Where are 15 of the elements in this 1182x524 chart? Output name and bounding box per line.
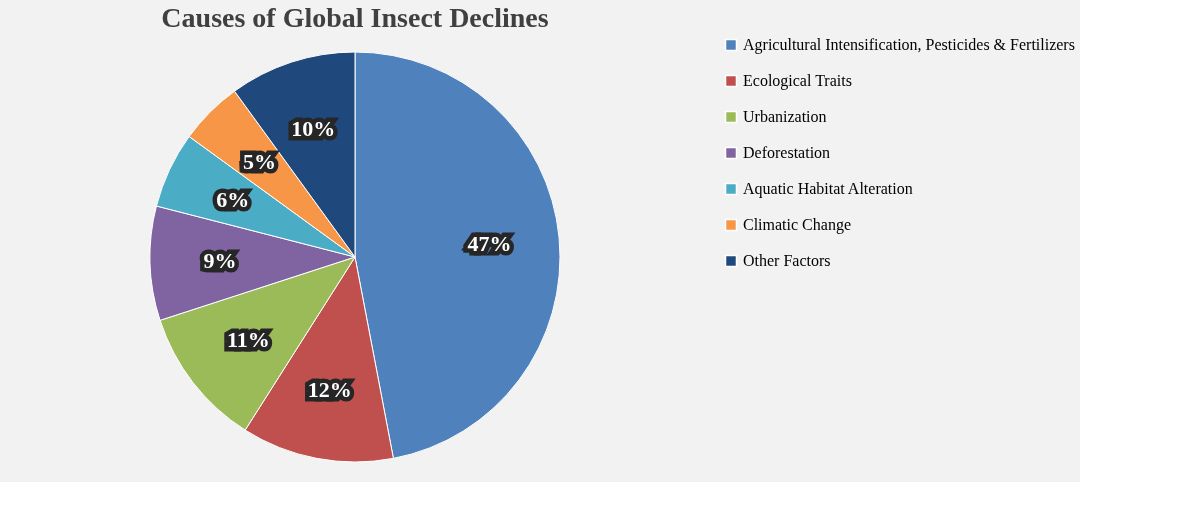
data-label: 6%: [216, 186, 250, 212]
legend-label: Deforestation: [743, 144, 831, 161]
legend-label: Agricultural Intensification, Pesticides & Fertilizers: [743, 36, 1075, 54]
data-label: 10%: [291, 115, 336, 141]
legend-label: Ecological Traits: [743, 72, 852, 90]
data-label: 11%: [226, 326, 270, 352]
data-label: 12%: [307, 376, 352, 402]
data-label: 9%: [203, 248, 237, 274]
data-label: 47%: [467, 231, 512, 257]
chart-title: Causes of Global Insect Declines: [161, 2, 549, 33]
legend-label: Aquatic Habitat Alteration: [743, 180, 913, 198]
legend-label: Climatic Change: [743, 216, 851, 234]
legend-label: Other Factors: [743, 252, 831, 269]
data-label: 5%: [243, 148, 277, 174]
legend-label: Urbanization: [743, 108, 827, 125]
